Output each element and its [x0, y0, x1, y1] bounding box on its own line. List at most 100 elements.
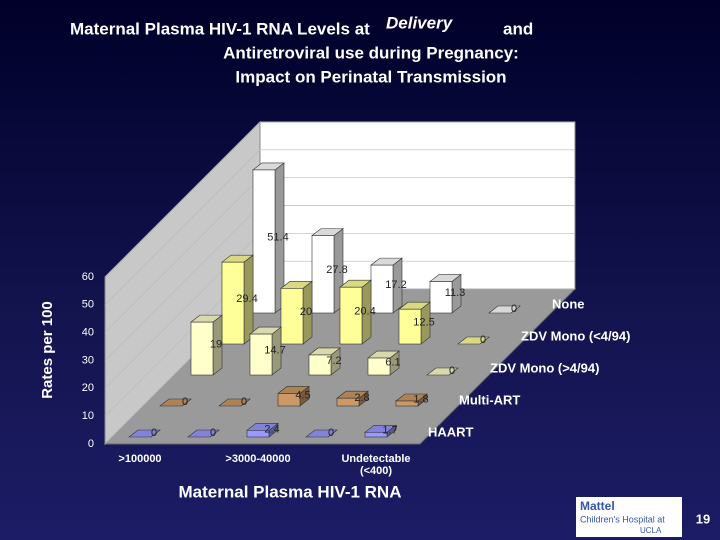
value-label: 7.2 — [326, 355, 341, 367]
bar-front — [252, 169, 276, 314]
bar — [252, 162, 285, 314]
value-label: 6.1 — [385, 356, 400, 368]
value-label: 12.5 — [413, 317, 434, 329]
logo-text: Children's Hospital at — [580, 514, 665, 524]
bar-front — [367, 357, 391, 376]
x-tick-label: >100000 — [118, 453, 162, 465]
logo-text: UCLA — [640, 526, 662, 535]
value-label: 51.4 — [267, 231, 288, 243]
bar — [280, 280, 313, 345]
legend-label: ZDV Mono (>4/94) — [490, 360, 599, 375]
bar-front — [221, 261, 245, 345]
legend-label: HAART — [428, 424, 474, 439]
bar — [187, 429, 220, 438]
title-line: Antiretroviral use during Pregnancy: — [223, 43, 519, 62]
y-axis-label: Rates per 100 — [39, 301, 56, 399]
bar — [311, 228, 344, 314]
bar-front — [429, 281, 453, 314]
page-number: 19 — [696, 511, 710, 526]
bar — [457, 336, 490, 345]
bar — [339, 279, 372, 345]
value-label: 0 — [480, 334, 486, 346]
value-label: 20.4 — [354, 306, 375, 318]
value-label: 14.7 — [264, 344, 285, 356]
value-label: 27.8 — [326, 264, 347, 276]
y-tick-label: 10 — [82, 410, 94, 422]
bar — [128, 429, 161, 438]
y-tick-label: 30 — [82, 354, 94, 366]
bar-front — [280, 288, 304, 345]
value-label: 0 — [241, 396, 247, 408]
bar-front — [249, 333, 273, 376]
bar — [190, 314, 223, 376]
value-label: 0 — [449, 365, 455, 377]
title-line: Maternal Plasma HIV-1 RNA Levels at — [70, 19, 370, 38]
bar — [398, 301, 431, 345]
bar-front — [311, 235, 335, 314]
y-tick-label: 20 — [82, 382, 94, 394]
value-label: 19 — [210, 338, 222, 350]
bar-top — [128, 429, 161, 438]
bar — [249, 326, 282, 376]
bar-front — [190, 321, 214, 376]
bar — [429, 273, 462, 314]
value-label: 2.8 — [354, 392, 369, 404]
title-line: and — [503, 19, 533, 38]
bar-top — [218, 398, 251, 407]
x-axis-label: Maternal Plasma HIV-1 RNA — [179, 482, 402, 501]
value-label: 0 — [210, 427, 216, 439]
bar-front — [395, 400, 419, 407]
bar-front — [277, 393, 301, 407]
bar — [277, 385, 310, 407]
bar-top — [488, 305, 521, 314]
bar-top — [426, 367, 459, 376]
bar — [336, 390, 369, 407]
value-label: 17.2 — [385, 279, 406, 291]
bar — [246, 422, 279, 438]
value-label: 29.4 — [236, 293, 257, 305]
bar — [364, 424, 397, 438]
x-tick-label: Undetectable (<400) — [341, 453, 411, 477]
bar-top — [187, 429, 220, 438]
value-label: 20 — [300, 306, 312, 318]
grid-line — [104, 149, 575, 306]
bar — [426, 367, 459, 376]
bar-top — [305, 429, 338, 438]
y-tick-label: 60 — [82, 271, 94, 283]
bar — [370, 257, 403, 314]
value-label: 2.4 — [264, 424, 279, 436]
value-label: 0 — [328, 427, 334, 439]
bar-front — [246, 430, 270, 438]
bar — [218, 398, 251, 407]
grid-line — [104, 121, 575, 278]
legend-label: Multi-ART — [459, 392, 520, 407]
bar — [395, 393, 428, 407]
y-tick-label: 40 — [82, 327, 94, 339]
bar-front — [339, 286, 363, 345]
bar — [159, 398, 192, 407]
bar-front — [364, 431, 388, 438]
title-line: Impact on Perinatal Transmission — [235, 67, 506, 86]
value-label: 4.5 — [295, 390, 310, 402]
legend-label: ZDV Mono (<4/94) — [521, 328, 630, 343]
title-emphasis: Delivery — [386, 13, 454, 32]
bar-top — [159, 398, 192, 407]
value-label: 0 — [151, 427, 157, 439]
bar-front — [308, 354, 332, 376]
bar — [488, 305, 521, 314]
bar — [367, 350, 400, 376]
bar — [308, 347, 341, 376]
bar — [305, 429, 338, 438]
value-label: 1.8 — [413, 393, 428, 405]
bar-front — [336, 397, 360, 407]
y-tick-label: 0 — [88, 438, 94, 450]
y-tick-label: 50 — [82, 299, 94, 311]
logo-box — [576, 497, 682, 537]
bar-top — [457, 336, 490, 345]
value-label: 1.7 — [382, 425, 397, 437]
x-tick-label: >3000-40000 — [225, 453, 291, 465]
logo-text: Mattel — [580, 499, 615, 513]
value-label: 11.3 — [445, 287, 466, 299]
